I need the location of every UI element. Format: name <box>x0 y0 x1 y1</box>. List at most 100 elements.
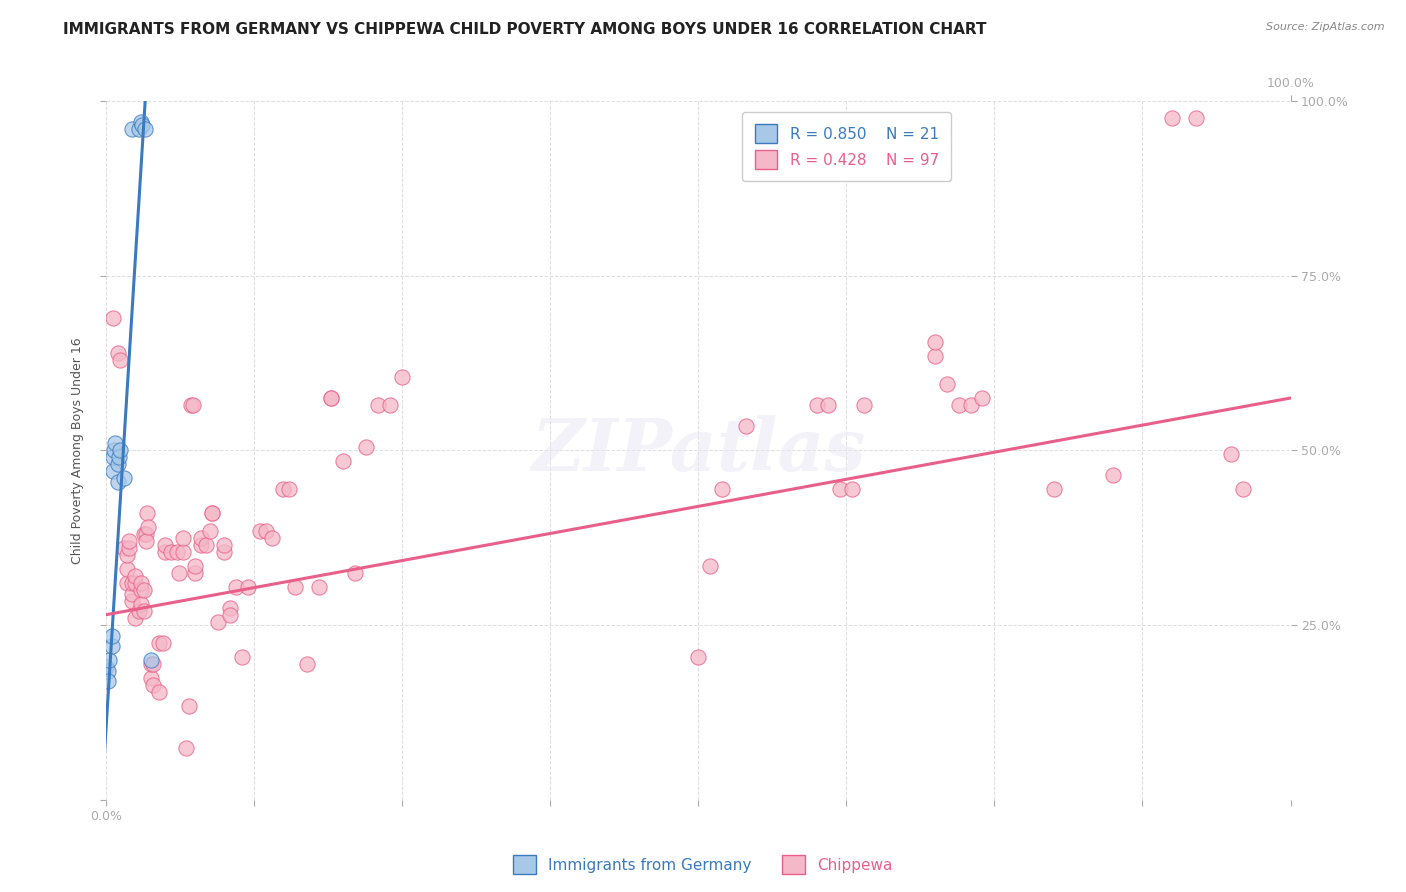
Point <box>103 443 125 458</box>
Point <box>278 482 301 496</box>
Point <box>124 611 146 625</box>
Point <box>231 649 253 664</box>
Point <box>190 538 212 552</box>
Point <box>343 566 366 580</box>
Point <box>115 549 138 563</box>
Point <box>139 653 162 667</box>
Point <box>332 454 354 468</box>
Point <box>128 604 150 618</box>
Point <box>254 524 277 538</box>
Point <box>260 531 283 545</box>
Point <box>219 600 242 615</box>
Point <box>959 398 981 412</box>
Point <box>1161 112 1184 126</box>
Point <box>152 636 174 650</box>
Point <box>131 119 153 133</box>
Point <box>972 391 994 405</box>
Point <box>107 345 129 359</box>
Point <box>97 674 120 689</box>
Point <box>172 545 194 559</box>
Point <box>131 576 153 591</box>
Point <box>180 398 202 412</box>
Point <box>319 391 342 405</box>
Point <box>734 419 756 434</box>
Point <box>853 398 876 412</box>
Point <box>1220 447 1243 461</box>
Point <box>142 657 165 671</box>
Point <box>249 524 271 538</box>
Point <box>97 664 120 678</box>
Point <box>378 398 401 412</box>
Point <box>806 398 828 412</box>
Point <box>183 398 205 412</box>
Point <box>131 597 153 611</box>
Point <box>100 639 122 653</box>
Text: Source: ZipAtlas.com: Source: ZipAtlas.com <box>1267 22 1385 32</box>
Point <box>142 678 165 692</box>
Point <box>160 545 183 559</box>
Point <box>183 566 205 580</box>
Point <box>1042 482 1064 496</box>
Point <box>128 121 150 136</box>
Legend: Immigrants from Germany, Chippewa: Immigrants from Germany, Chippewa <box>508 849 898 880</box>
Point <box>121 121 143 136</box>
Point <box>118 541 141 556</box>
Point <box>308 580 330 594</box>
Point <box>124 576 146 591</box>
Point <box>94 660 117 674</box>
Point <box>132 527 155 541</box>
Point <box>948 398 970 412</box>
Point <box>198 524 221 538</box>
Point <box>367 398 389 412</box>
Point <box>108 443 131 458</box>
Legend: R = 0.850    N = 21, R = 0.428    N = 97: R = 0.850 N = 21, R = 0.428 N = 97 <box>742 112 950 181</box>
Point <box>153 538 176 552</box>
Point <box>138 520 160 534</box>
Point <box>107 450 129 465</box>
Point <box>391 370 413 384</box>
Point <box>101 450 124 465</box>
Point <box>212 538 235 552</box>
Point <box>148 636 170 650</box>
Point <box>183 558 205 573</box>
Point <box>115 562 138 576</box>
Point <box>207 615 229 629</box>
Point <box>936 377 959 392</box>
Point <box>132 583 155 598</box>
Point <box>112 541 135 556</box>
Point <box>830 482 852 496</box>
Point <box>107 458 129 472</box>
Point <box>139 657 162 671</box>
Point <box>121 576 143 591</box>
Point <box>710 482 733 496</box>
Point <box>172 531 194 545</box>
Point <box>177 698 200 713</box>
Point <box>273 482 295 496</box>
Point <box>225 580 247 594</box>
Point <box>153 545 176 559</box>
Point <box>212 545 235 559</box>
Point <box>101 310 124 325</box>
Point <box>135 534 157 549</box>
Point <box>167 566 190 580</box>
Point <box>139 671 162 685</box>
Point <box>124 569 146 583</box>
Point <box>135 527 157 541</box>
Text: ZIPatlas: ZIPatlas <box>531 415 865 486</box>
Point <box>924 335 946 350</box>
Point <box>101 465 124 479</box>
Point <box>817 398 839 412</box>
Point <box>121 594 143 608</box>
Point <box>1232 482 1254 496</box>
Point <box>236 580 259 594</box>
Point <box>166 545 188 559</box>
Point <box>356 440 378 454</box>
Point <box>319 391 342 405</box>
Point <box>195 538 218 552</box>
Point <box>201 507 224 521</box>
Point <box>190 531 212 545</box>
Point <box>201 507 224 521</box>
Point <box>121 587 143 601</box>
Point <box>295 657 318 671</box>
Point <box>176 740 198 755</box>
